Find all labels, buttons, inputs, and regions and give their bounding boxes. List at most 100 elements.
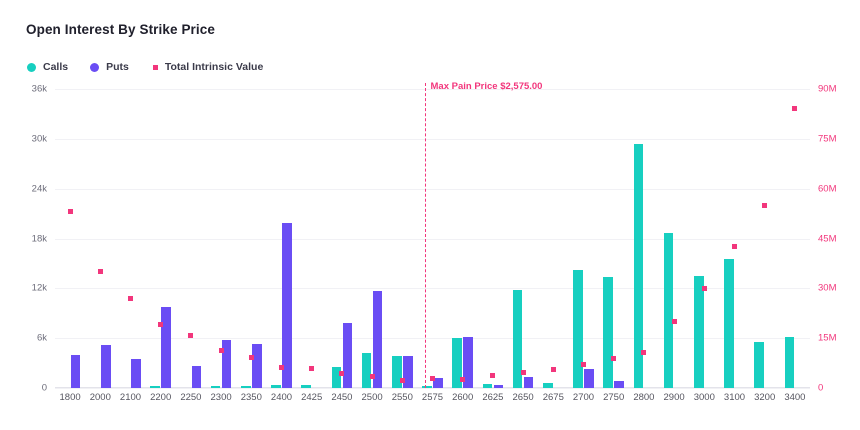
x-axis-label: 3200 xyxy=(754,392,776,403)
y-axis-tick-right: 60M xyxy=(818,183,837,195)
scatter-point-intrinsic-value[interactable] xyxy=(792,106,798,112)
x-axis-label: 2450 xyxy=(331,392,353,403)
x-axis-label: 2400 xyxy=(270,392,293,403)
bar-calls[interactable] xyxy=(663,232,674,388)
bar-puts[interactable] xyxy=(252,343,262,388)
scatter-point-intrinsic-value[interactable] xyxy=(248,354,254,360)
legend-item-total-intrinsic-value[interactable]: Total Intrinsic Value xyxy=(151,61,263,73)
scatter-point-intrinsic-value[interactable] xyxy=(581,361,586,367)
bar-puts[interactable] xyxy=(70,354,81,388)
legend-label: Calls xyxy=(43,61,69,73)
bar-puts[interactable] xyxy=(463,336,473,388)
bar-calls[interactable] xyxy=(603,276,613,388)
bar-calls[interactable] xyxy=(392,356,402,388)
x-axis-label: 2300 xyxy=(210,392,232,403)
x-axis-label: 2625 xyxy=(482,392,504,403)
x-axis-label: 2100 xyxy=(119,392,142,403)
bar-calls[interactable] xyxy=(452,338,462,388)
chart-title: Open Interest By Strike Price xyxy=(26,22,215,37)
bar-puts[interactable] xyxy=(342,323,353,388)
x-axis-label: 2000 xyxy=(89,392,111,403)
bar-puts[interactable] xyxy=(131,358,141,388)
scatter-point-intrinsic-value[interactable] xyxy=(701,285,707,291)
bar-puts[interactable] xyxy=(191,365,202,388)
plot-area: 0 0 6k 15M 12k 30M 18k 45M 24k 60M 30k 75M 36k 90M 180… xyxy=(32,81,837,403)
y-axis-tick-left: 0 xyxy=(41,382,47,394)
scatter-point-intrinsic-value[interactable] xyxy=(97,269,103,275)
x-axis-label: 2575 xyxy=(421,392,444,403)
x-axis-label: 1800 xyxy=(59,392,81,403)
scatter-point-intrinsic-value[interactable] xyxy=(279,364,284,370)
x-axis-label: 2200 xyxy=(150,392,172,403)
bar-calls[interactable] xyxy=(482,383,493,388)
scatter-point-intrinsic-value[interactable] xyxy=(369,373,375,379)
bar-calls[interactable] xyxy=(754,342,764,388)
bar-calls[interactable] xyxy=(150,386,160,388)
bar-puts[interactable] xyxy=(614,380,624,388)
scatter-point-intrinsic-value[interactable] xyxy=(399,377,405,383)
bar-puts[interactable] xyxy=(372,290,383,388)
bar-puts[interactable] xyxy=(523,377,534,388)
scatter-point-intrinsic-value[interactable] xyxy=(550,366,556,372)
x-axis-label: 2250 xyxy=(180,392,202,403)
gridline xyxy=(55,238,810,240)
x-axis-label: 3400 xyxy=(784,392,806,403)
bar-calls[interactable] xyxy=(210,385,221,388)
max-pain-line xyxy=(424,83,426,388)
scatter-point-intrinsic-value[interactable] xyxy=(732,244,737,250)
scatter-point-intrinsic-value[interactable] xyxy=(128,295,133,301)
bar-calls[interactable] xyxy=(241,386,251,388)
bar-calls[interactable] xyxy=(361,353,372,388)
gridline xyxy=(55,138,810,140)
x-axis-label: 3100 xyxy=(723,392,746,403)
gridline xyxy=(55,338,810,340)
scatter-point-intrinsic-value[interactable] xyxy=(611,355,617,361)
scatter-point-intrinsic-value[interactable] xyxy=(339,370,345,376)
bar-puts[interactable] xyxy=(584,368,594,388)
scatter-point-intrinsic-value[interactable] xyxy=(460,376,466,382)
scatter-point-intrinsic-value[interactable] xyxy=(158,322,164,328)
max-pain-label: Max Pain Price $2,575.00 xyxy=(430,81,543,92)
y-axis-tick-left: 24k xyxy=(31,183,47,195)
bar-calls[interactable] xyxy=(694,275,704,388)
bar-calls[interactable] xyxy=(271,384,281,388)
scatter-point-intrinsic-value[interactable] xyxy=(671,319,677,325)
legend-item-calls[interactable]: Calls xyxy=(27,61,68,73)
bar-puts[interactable] xyxy=(433,378,443,388)
bar-calls[interactable] xyxy=(724,259,734,388)
bar-calls[interactable] xyxy=(573,270,583,388)
y-axis-tick-left: 36k xyxy=(31,83,47,95)
scatter-point-intrinsic-value[interactable] xyxy=(641,349,647,355)
y-axis-tick-right: 45M xyxy=(818,233,837,244)
bar-calls[interactable] xyxy=(784,336,795,388)
x-axis-label: 2600 xyxy=(452,392,474,403)
x-axis-label: 2675 xyxy=(542,392,564,403)
legend-item-puts[interactable]: Puts xyxy=(90,61,129,73)
scatter-point-intrinsic-value[interactable] xyxy=(490,372,496,378)
scatter-point-intrinsic-value[interactable] xyxy=(520,369,526,375)
chart-legend: Calls Puts Total Intrinsic Value xyxy=(27,61,285,73)
x-axis-label: 2800 xyxy=(633,392,655,403)
scatter-point-intrinsic-value[interactable] xyxy=(762,202,768,208)
legend-circle-icon xyxy=(27,62,36,72)
bar-puts[interactable] xyxy=(282,222,292,388)
bar-puts[interactable] xyxy=(161,306,171,388)
scatter-point-intrinsic-value[interactable] xyxy=(430,375,435,381)
bar-calls[interactable] xyxy=(301,384,311,388)
bar-puts[interactable] xyxy=(221,339,232,388)
scatter-point-intrinsic-value[interactable] xyxy=(309,365,315,371)
scatter-point-intrinsic-value[interactable] xyxy=(67,209,73,215)
x-axis-label: 3000 xyxy=(693,392,715,403)
legend-circle-icon xyxy=(90,62,100,72)
bar-calls[interactable] xyxy=(633,143,644,388)
bar-puts[interactable] xyxy=(403,355,413,388)
bar-calls[interactable] xyxy=(422,385,432,388)
bar-calls[interactable] xyxy=(512,290,523,388)
bar-calls[interactable] xyxy=(331,367,342,388)
bar-calls[interactable] xyxy=(543,383,553,388)
bar-puts[interactable] xyxy=(493,384,504,388)
scatter-point-intrinsic-value[interactable] xyxy=(218,347,224,353)
scatter-point-intrinsic-value[interactable] xyxy=(188,333,194,339)
bar-puts[interactable] xyxy=(101,344,111,388)
